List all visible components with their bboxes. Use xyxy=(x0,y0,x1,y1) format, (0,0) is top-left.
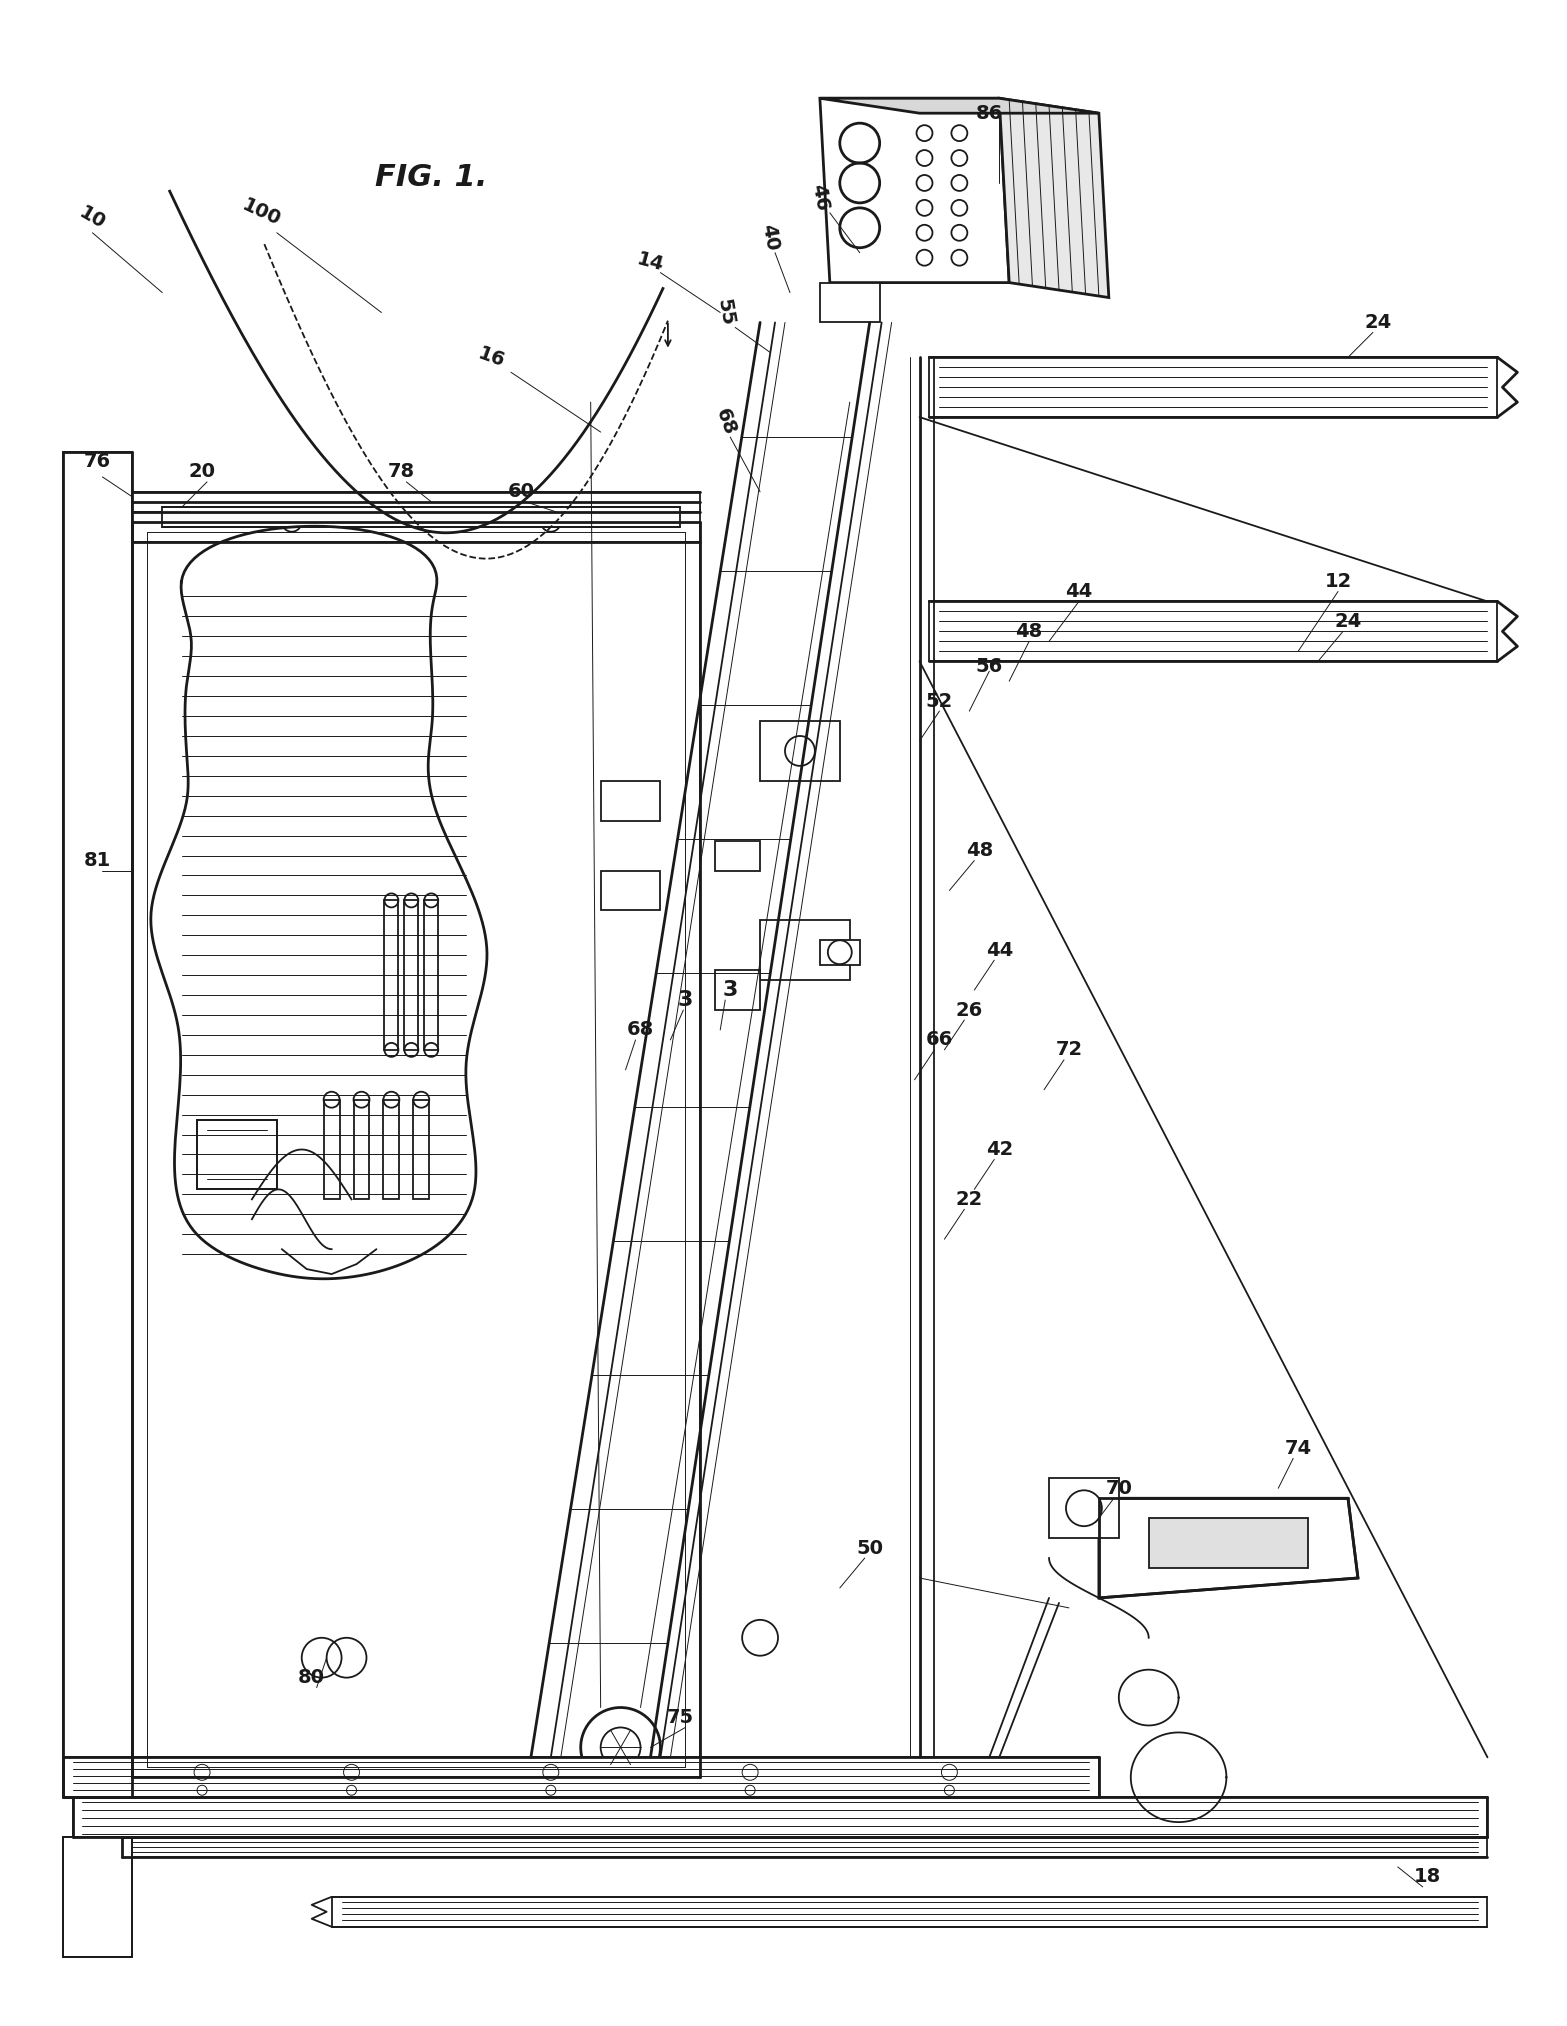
Polygon shape xyxy=(929,602,1498,660)
Text: 46: 46 xyxy=(809,182,832,213)
Polygon shape xyxy=(163,506,680,527)
Text: 68: 68 xyxy=(627,1021,653,1039)
Polygon shape xyxy=(122,1838,1487,1858)
Text: 20: 20 xyxy=(188,462,216,482)
Polygon shape xyxy=(132,502,700,541)
Text: 18: 18 xyxy=(1413,1868,1442,1886)
Polygon shape xyxy=(820,940,860,964)
Polygon shape xyxy=(760,721,840,780)
Polygon shape xyxy=(132,492,700,513)
Polygon shape xyxy=(332,1896,1487,1927)
Polygon shape xyxy=(72,1797,1487,1838)
Polygon shape xyxy=(715,841,760,871)
Text: 78: 78 xyxy=(387,462,415,482)
Text: 76: 76 xyxy=(85,452,111,472)
Polygon shape xyxy=(63,452,132,1797)
Text: 66: 66 xyxy=(926,1031,953,1049)
Polygon shape xyxy=(425,900,439,1049)
Polygon shape xyxy=(63,1838,132,1957)
Polygon shape xyxy=(820,282,879,322)
Polygon shape xyxy=(760,920,849,981)
Polygon shape xyxy=(132,523,700,1777)
Text: 81: 81 xyxy=(83,851,111,869)
Text: 42: 42 xyxy=(986,1141,1012,1159)
Text: 44: 44 xyxy=(1066,581,1092,602)
Text: 60: 60 xyxy=(508,482,534,500)
Text: 56: 56 xyxy=(976,656,1003,677)
Text: 100: 100 xyxy=(240,197,284,231)
Polygon shape xyxy=(600,780,660,821)
Text: 86: 86 xyxy=(976,103,1003,124)
Text: 12: 12 xyxy=(1324,571,1352,592)
Text: 70: 70 xyxy=(1105,1479,1133,1497)
Text: 75: 75 xyxy=(668,1708,694,1726)
Text: 50: 50 xyxy=(856,1538,884,1558)
Text: 48: 48 xyxy=(965,841,993,861)
Polygon shape xyxy=(1149,1517,1308,1568)
Polygon shape xyxy=(324,1100,340,1199)
Text: 68: 68 xyxy=(711,405,738,438)
Polygon shape xyxy=(820,97,1098,113)
Polygon shape xyxy=(820,97,1009,282)
Polygon shape xyxy=(197,1120,277,1189)
Text: 26: 26 xyxy=(956,1001,983,1019)
Text: 55: 55 xyxy=(713,298,736,328)
Text: 74: 74 xyxy=(1285,1438,1312,1459)
Polygon shape xyxy=(354,1100,370,1199)
Polygon shape xyxy=(1000,97,1109,298)
Polygon shape xyxy=(1048,1479,1119,1538)
Polygon shape xyxy=(384,900,398,1049)
Polygon shape xyxy=(600,871,660,910)
Polygon shape xyxy=(404,900,418,1049)
Text: 72: 72 xyxy=(1056,1041,1083,1060)
Text: 44: 44 xyxy=(986,940,1012,960)
Polygon shape xyxy=(63,1757,1098,1797)
Text: 22: 22 xyxy=(956,1189,983,1210)
Polygon shape xyxy=(929,357,1498,417)
Polygon shape xyxy=(1098,1499,1359,1599)
Polygon shape xyxy=(715,970,760,1011)
Text: 3: 3 xyxy=(722,981,738,1001)
Text: 80: 80 xyxy=(298,1667,326,1688)
Polygon shape xyxy=(414,1100,429,1199)
Text: 52: 52 xyxy=(926,691,953,711)
Text: 48: 48 xyxy=(1015,622,1042,640)
Text: 40: 40 xyxy=(758,223,782,253)
Text: 24: 24 xyxy=(1365,312,1391,332)
Text: FIG. 1.: FIG. 1. xyxy=(375,164,487,192)
Text: 10: 10 xyxy=(77,203,108,233)
Text: 3: 3 xyxy=(677,991,693,1011)
Text: 24: 24 xyxy=(1335,612,1362,630)
Text: 16: 16 xyxy=(475,344,508,371)
Text: 14: 14 xyxy=(635,249,666,276)
Polygon shape xyxy=(384,1100,400,1199)
